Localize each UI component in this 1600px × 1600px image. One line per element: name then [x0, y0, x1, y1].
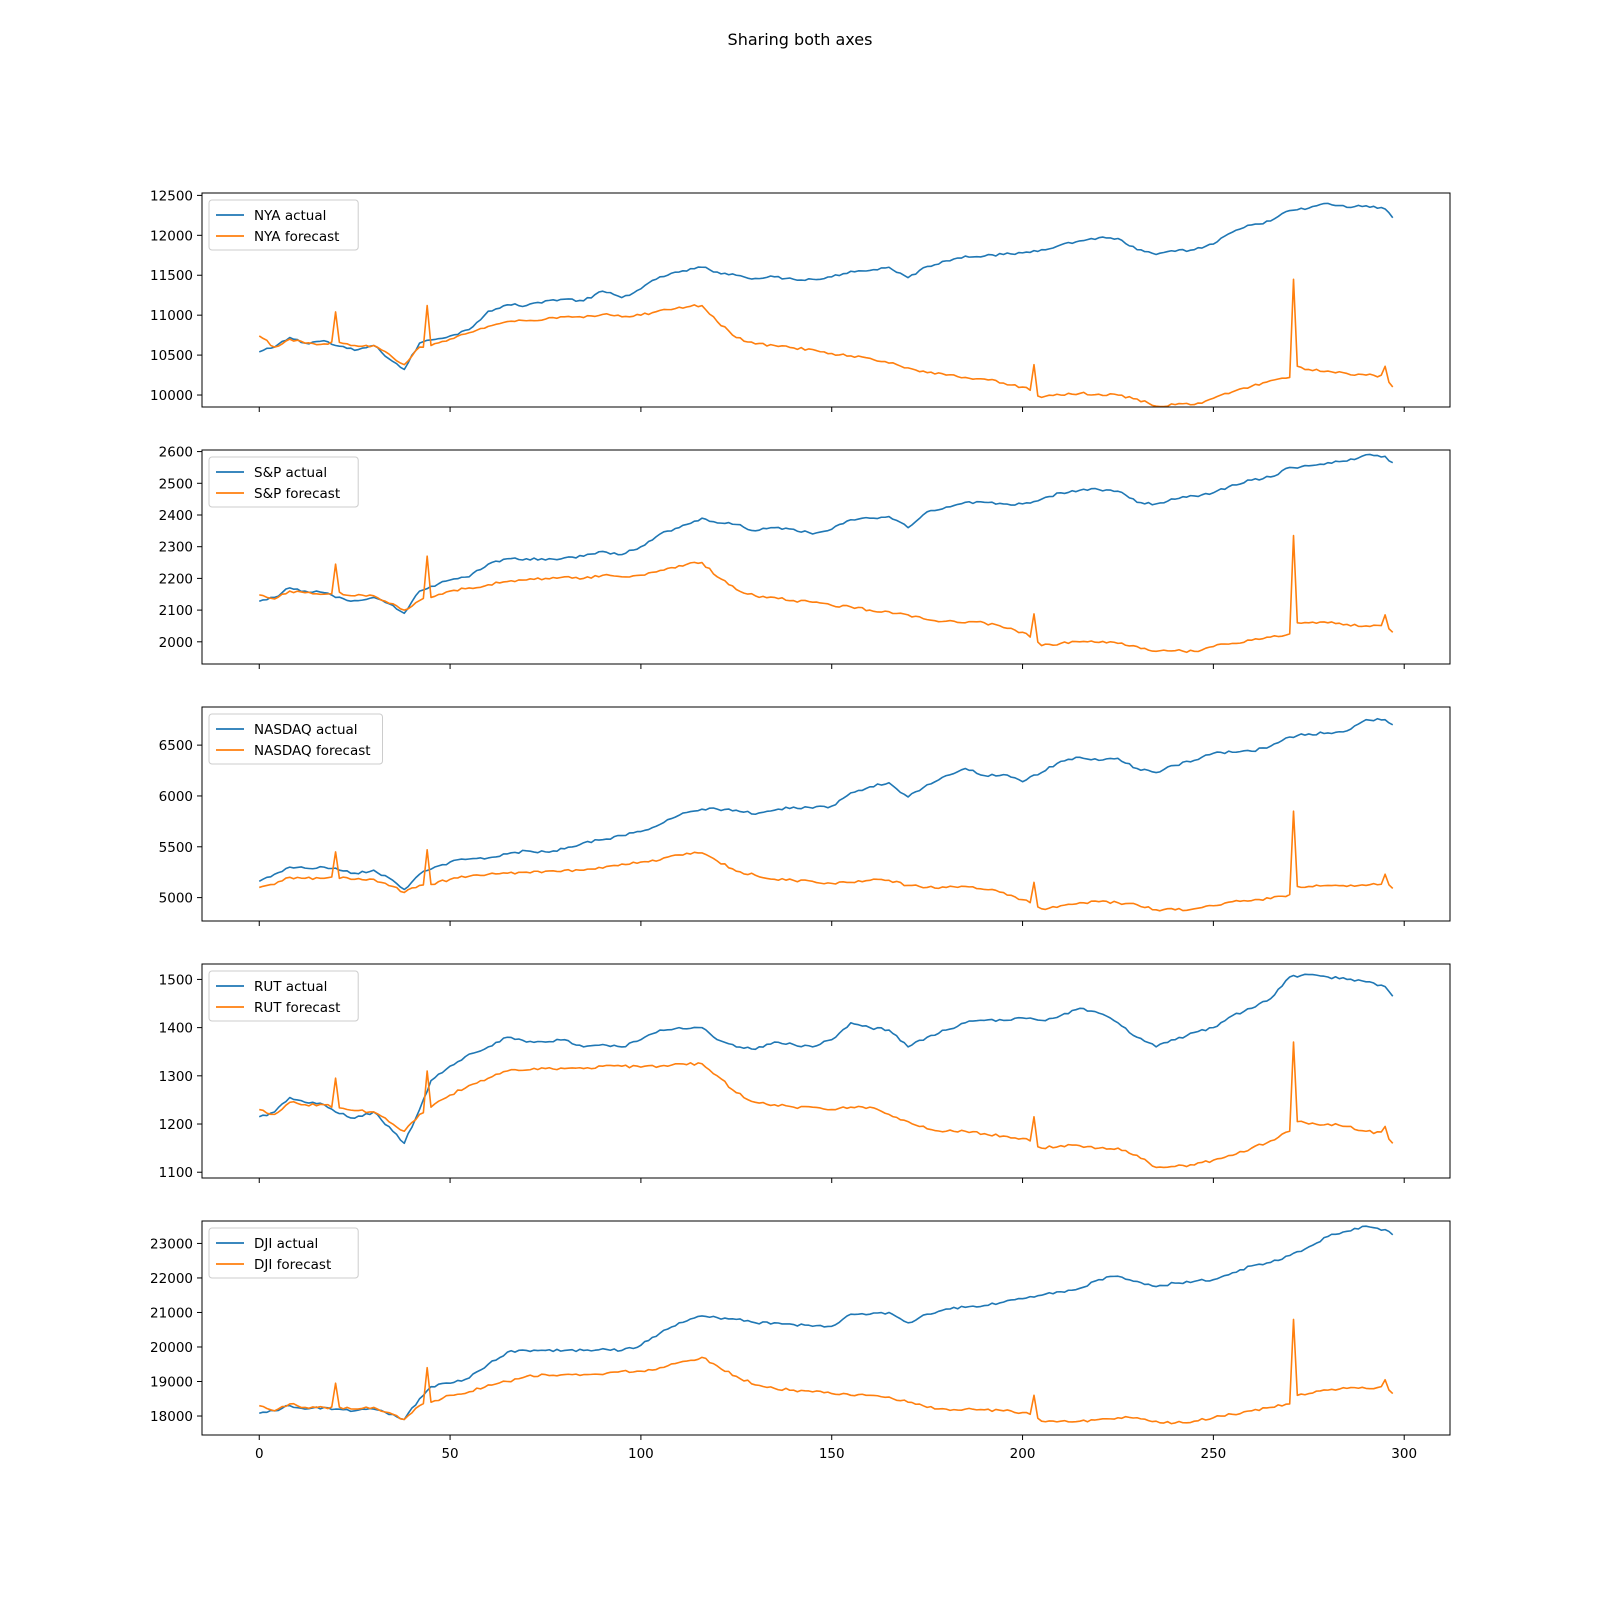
legend-label: S&P actual — [254, 465, 327, 481]
y-tick-label: 10500 — [150, 348, 193, 364]
subplot-1: 10000 10500 11000 11500 12000 12500 NYA actual… — [150, 188, 1451, 412]
y-tick-label: 2200 — [159, 571, 193, 587]
y-tick-label: 1500 — [159, 972, 193, 988]
figure-title: Sharing both axes — [728, 30, 873, 49]
series-line-nya-forecast — [258, 278, 1394, 407]
y-tick-label: 10000 — [150, 388, 193, 404]
series-lines — [258, 453, 1394, 654]
legend-label: DJI forecast — [254, 1257, 331, 1273]
y-tick-label: 12000 — [150, 228, 193, 244]
x-tick-label: 300 — [1391, 1446, 1417, 1462]
x-tick-label: 200 — [1010, 1446, 1036, 1462]
legend-label: NYA actual — [254, 208, 326, 224]
series-line-dji-actual — [259, 1225, 1394, 1421]
y-tick-label: 1100 — [159, 1165, 193, 1181]
x-tick-label: 50 — [441, 1446, 458, 1462]
y-tick-label: 6500 — [159, 738, 193, 754]
y-tick-label: 20000 — [150, 1340, 193, 1356]
series-line-s-p-forecast — [259, 534, 1394, 654]
y-tick-label: 11500 — [150, 268, 193, 284]
y-tick-label: 12500 — [150, 188, 193, 204]
axes-frame — [201, 1220, 1451, 1436]
subplot-3: 5000 5500 6000 6500 NASDAQ actual NASDAQ fore… — [159, 706, 1451, 926]
y-tick-label: 22000 — [150, 1271, 193, 1287]
legend-label: NYA forecast — [254, 229, 339, 245]
y-tick-label: 2300 — [159, 540, 193, 556]
y-tick-label: 2400 — [159, 508, 193, 524]
y-tick-label: 2600 — [159, 445, 193, 461]
series-lines — [258, 973, 1394, 1169]
x-tick-label: 0 — [255, 1446, 264, 1462]
axes-frame — [201, 963, 1451, 1179]
legend-box — [208, 199, 359, 251]
legend-label: NASDAQ actual — [254, 722, 358, 738]
legend-label: NASDAQ forecast — [254, 743, 371, 759]
subplot-4: 1100 1200 1300 1400 1500 RUT actual RUT foreca… — [159, 963, 1451, 1183]
y-tick-label: 5000 — [159, 891, 193, 907]
y-tick-label: 1200 — [159, 1117, 193, 1133]
legend-box — [208, 1227, 359, 1279]
legend-label: RUT actual — [254, 979, 327, 995]
axes-frame — [201, 449, 1451, 665]
series-line-s-p-actual — [258, 453, 1394, 615]
legend-label: S&P forecast — [254, 486, 340, 502]
y-tick-label: 1400 — [159, 1021, 193, 1037]
axes-frame — [201, 192, 1451, 408]
y-tick-label: 2100 — [159, 603, 193, 619]
series-line-nya-actual — [258, 202, 1394, 371]
series-line-nasdaq-forecast — [259, 810, 1394, 912]
y-tick-label: 18000 — [150, 1409, 193, 1425]
x-tick-label: 100 — [628, 1446, 654, 1462]
y-tick-label: 1300 — [159, 1069, 193, 1085]
series-line-rut-forecast — [259, 1041, 1394, 1169]
legend-box — [208, 970, 359, 1022]
y-tick-label: 6000 — [159, 789, 193, 805]
series-line-nasdaq-actual — [258, 717, 1394, 891]
y-tick-label: 19000 — [150, 1375, 193, 1391]
y-tick-label: 11000 — [150, 308, 193, 324]
x-tick-label: 250 — [1200, 1446, 1226, 1462]
subplot-2: 2000 2100 2200 2300 2400 2500 2600 S&P actual S&… — [159, 445, 1451, 669]
y-tick-label: 2500 — [159, 476, 193, 492]
axes-frame — [201, 706, 1451, 922]
series-lines — [258, 202, 1394, 407]
y-tick-label: 23000 — [150, 1236, 193, 1252]
subplot-5: 18000 19000 20000 21000 22000 23000 0 50 100 150 2… — [150, 1220, 1451, 1462]
series-line-rut-actual — [258, 973, 1394, 1145]
series-line-dji-forecast — [259, 1318, 1394, 1425]
legend-box — [208, 713, 383, 765]
y-tick-label: 5500 — [159, 840, 193, 856]
y-tick-label: 2000 — [159, 635, 193, 651]
legend-label: RUT forecast — [254, 1000, 340, 1016]
x-tick-label: 150 — [819, 1446, 845, 1462]
legend-box — [208, 456, 359, 508]
y-tick-label: 21000 — [150, 1305, 193, 1321]
series-lines — [258, 717, 1394, 912]
legend-label: DJI actual — [254, 1236, 318, 1252]
series-lines — [259, 1225, 1394, 1425]
